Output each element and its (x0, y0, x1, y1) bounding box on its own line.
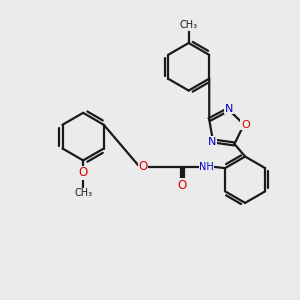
Text: O: O (138, 160, 148, 173)
Text: N: N (208, 136, 217, 147)
Text: NH: NH (199, 162, 214, 172)
Text: O: O (241, 119, 250, 130)
Text: CH₃: CH₃ (74, 188, 92, 198)
Text: O: O (178, 178, 187, 192)
Text: N: N (225, 104, 233, 114)
Text: CH₃: CH₃ (180, 20, 198, 30)
Text: O: O (79, 167, 88, 179)
